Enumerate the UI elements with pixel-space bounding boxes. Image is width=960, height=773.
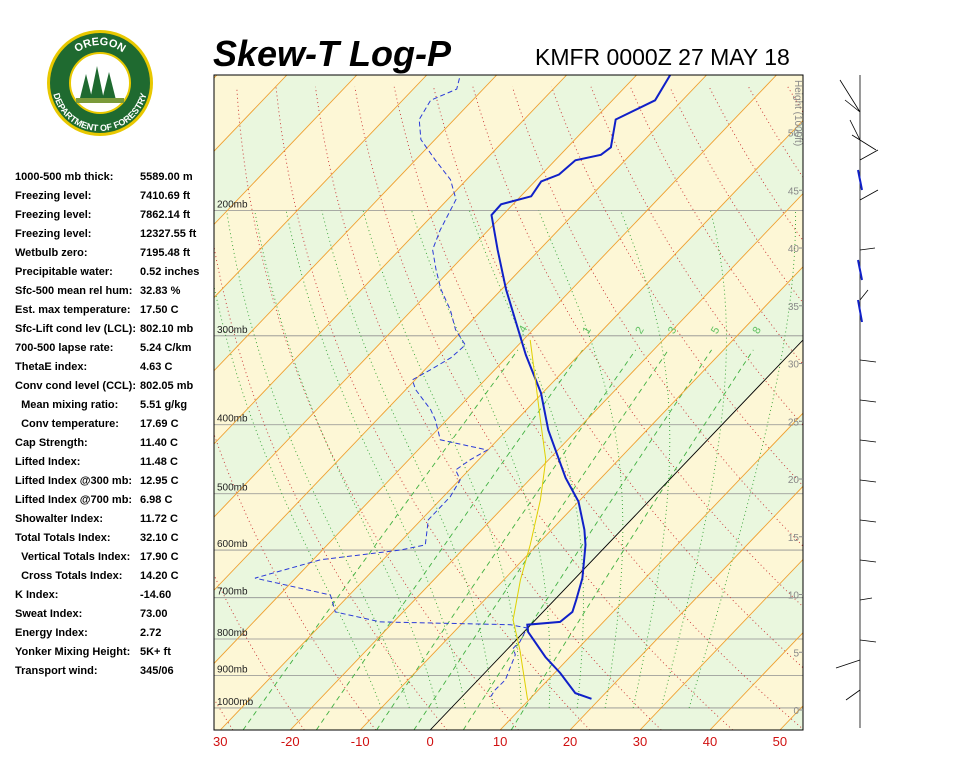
stat-label: Precipitable water: bbox=[15, 266, 113, 278]
x-tick-label: 10 bbox=[493, 734, 507, 749]
y2-tick-label: 25 bbox=[788, 417, 800, 428]
stat-label: Yonker Mixing Height: bbox=[15, 646, 130, 658]
chart-title: Skew-T Log-P bbox=[213, 33, 452, 74]
stat-value: 11.40 C bbox=[140, 437, 178, 449]
stat-label: Freezing level: bbox=[15, 190, 91, 202]
stat-value: 7410.69 ft bbox=[140, 190, 190, 202]
stat-label: Conv cond level (CCL): bbox=[15, 380, 136, 392]
x-tick-label: 0 bbox=[427, 734, 434, 749]
y-tick-label: 200mb bbox=[217, 200, 248, 211]
stat-value: 802.10 mb bbox=[140, 323, 193, 335]
stat-label: 700-500 lapse rate: bbox=[15, 342, 113, 354]
stat-label: Lifted Index: bbox=[15, 456, 80, 468]
stat-label: Freezing level: bbox=[15, 209, 91, 221]
y2-tick-label: 45 bbox=[788, 186, 800, 197]
logo-ground bbox=[76, 98, 124, 103]
stat-label: Freezing level: bbox=[15, 228, 91, 240]
stat-label: Wetbulb zero: bbox=[15, 247, 88, 259]
y-tick-label: 1000mb bbox=[217, 697, 254, 708]
stat-label: 1000-500 mb thick: bbox=[15, 171, 113, 183]
logo: OREGON DEPARTMENT OF FORESTRY bbox=[47, 30, 153, 136]
stat-value: 345/06 bbox=[140, 665, 174, 677]
stat-value: 7862.14 ft bbox=[140, 209, 190, 221]
stat-label: Est. max temperature: bbox=[15, 304, 131, 316]
stat-value: 32.83 % bbox=[140, 285, 181, 297]
stat-label: Lifted Index @300 mb: bbox=[15, 475, 132, 487]
y2-tick-label: 15 bbox=[788, 533, 800, 544]
stat-value: 6.98 C bbox=[140, 494, 172, 506]
stat-label: Conv temperature: bbox=[15, 418, 119, 430]
stat-label: ThetaE index: bbox=[15, 361, 87, 373]
y2-tick-label: 30 bbox=[788, 360, 800, 371]
stat-value: 17.50 C bbox=[140, 304, 179, 316]
stat-label: Sfc-500 mean rel hum: bbox=[15, 285, 132, 297]
x-tick-label: -20 bbox=[281, 734, 300, 749]
stat-value: 12327.55 ft bbox=[140, 228, 197, 240]
x-tick-label: -10 bbox=[351, 734, 370, 749]
stat-label: Mean mixing ratio: bbox=[15, 399, 118, 411]
stat-value: 802.05 mb bbox=[140, 380, 193, 392]
stat-label: Cap Strength: bbox=[15, 437, 88, 449]
y2-tick-label: 35 bbox=[788, 302, 800, 313]
stat-label: Transport wind: bbox=[15, 665, 98, 677]
y2-tick-label: 0 bbox=[793, 706, 799, 717]
y-tick-label: 300mb bbox=[217, 325, 248, 336]
stat-value: -14.60 bbox=[140, 589, 171, 601]
stat-label: Sfc-Lift cond lev (LCL): bbox=[15, 323, 136, 335]
y2-tick-label: 40 bbox=[788, 244, 800, 255]
stat-value: 32.10 C bbox=[140, 532, 179, 544]
stat-label: Lifted Index @700 mb: bbox=[15, 494, 132, 506]
y2-tick-label: 5 bbox=[793, 648, 799, 659]
stat-value: 11.48 C bbox=[140, 456, 178, 468]
stat-value: 17.69 C bbox=[140, 418, 179, 430]
x-tick-label: 40 bbox=[703, 734, 717, 749]
y-tick-label: 700mb bbox=[217, 587, 248, 598]
stat-value: 7195.48 ft bbox=[140, 247, 190, 259]
y-tick-label: 600mb bbox=[217, 539, 248, 550]
x-tick-label: 30 bbox=[633, 734, 647, 749]
y-tick-label: 900mb bbox=[217, 664, 248, 675]
y2-axis-label: Height (1000ft) bbox=[792, 80, 803, 146]
stat-label: Sweat Index: bbox=[15, 608, 82, 620]
stat-value: 5.24 C/km bbox=[140, 342, 192, 354]
x-tick-label: 30 bbox=[213, 734, 227, 749]
stat-value: 12.95 C bbox=[140, 475, 179, 487]
y2-tick-label: 10 bbox=[788, 591, 800, 602]
stat-value: 5589.00 m bbox=[140, 171, 193, 183]
x-tick-label: 50 bbox=[773, 734, 787, 749]
stat-value: 0.52 inches bbox=[140, 266, 199, 278]
y-tick-label: 500mb bbox=[217, 483, 248, 494]
chart-subtitle: KMFR 0000Z 27 MAY 18 bbox=[535, 44, 790, 70]
stat-value: 14.20 C bbox=[140, 570, 179, 582]
stat-label: Vertical Totals Index: bbox=[15, 551, 130, 563]
stat-value: 5K+ ft bbox=[140, 646, 171, 658]
y2-tick-label: 20 bbox=[788, 475, 800, 486]
stat-label: K Index: bbox=[15, 589, 58, 601]
stat-label: Showalter Index: bbox=[15, 513, 103, 525]
stat-value: 4.63 C bbox=[140, 361, 172, 373]
stat-label: Energy Index: bbox=[15, 627, 88, 639]
stat-label: Cross Totals Index: bbox=[15, 570, 122, 582]
stat-value: 73.00 bbox=[140, 608, 168, 620]
stat-value: 2.72 bbox=[140, 627, 161, 639]
stat-label: Total Totals Index: bbox=[15, 532, 111, 544]
stat-value: 5.51 g/kg bbox=[140, 399, 187, 411]
stat-value: 11.72 C bbox=[140, 513, 178, 525]
stat-value: 17.90 C bbox=[140, 551, 179, 563]
x-tick-label: 20 bbox=[563, 734, 577, 749]
y-tick-label: 800mb bbox=[217, 628, 248, 639]
y-tick-label: 400mb bbox=[217, 414, 248, 425]
